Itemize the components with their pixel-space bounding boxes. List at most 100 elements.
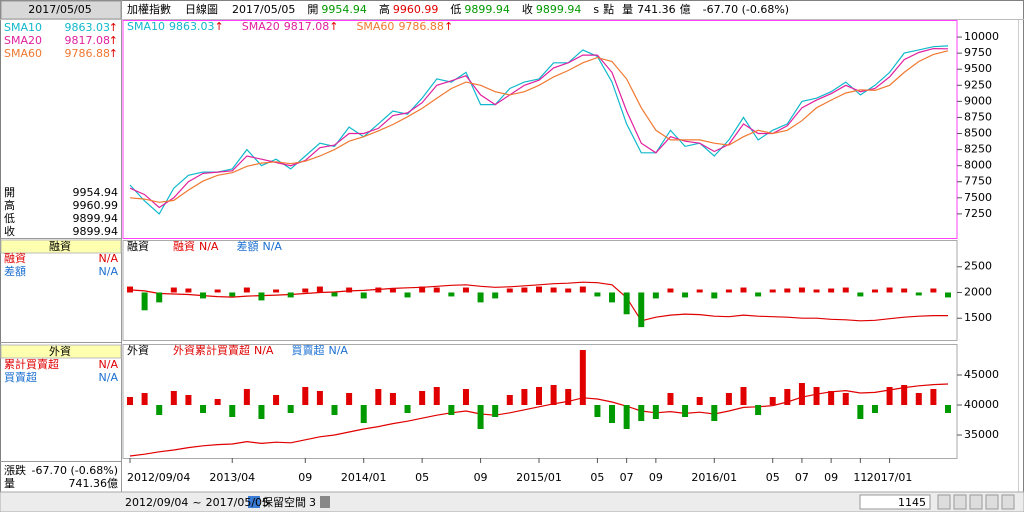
bar <box>375 389 382 405</box>
legend-status: N/A <box>262 240 282 253</box>
bar <box>200 292 207 299</box>
price-panel <box>122 20 958 239</box>
bar <box>521 389 528 405</box>
status-sep: ~ <box>192 496 201 509</box>
bar <box>521 287 528 293</box>
btn-zoom-out[interactable] <box>985 494 999 510</box>
y-tick-label: 2500 <box>964 260 992 273</box>
margin-header <box>0 239 122 254</box>
sidebar-quote-label: 收 <box>4 224 15 238</box>
btn-cursor[interactable] <box>937 494 951 510</box>
tool-icon[interactable] <box>320 496 330 508</box>
y-tick-label: 1500 <box>964 311 992 324</box>
bar <box>316 286 323 293</box>
bar <box>901 385 908 405</box>
x-tick-label: 11 <box>853 471 867 484</box>
bar <box>448 405 455 415</box>
bar <box>316 391 323 405</box>
bar <box>623 292 630 315</box>
date: 2017/05/05 <box>232 3 295 16</box>
bar <box>258 292 265 301</box>
bar <box>550 385 557 405</box>
bar <box>506 395 513 405</box>
x-tick-label: 2017/01 <box>867 471 913 484</box>
bar <box>462 389 469 405</box>
bar <box>696 397 703 405</box>
legend-name: SMA20 <box>242 20 280 33</box>
bar <box>492 292 499 299</box>
bar <box>579 350 586 405</box>
x-tick-label: 2015/01 <box>516 471 562 484</box>
count-box <box>859 494 931 510</box>
y-tick-label: 2000 <box>964 285 992 298</box>
y-tick-label: 7750 <box>964 175 992 188</box>
bar <box>857 292 864 297</box>
bar <box>127 397 133 405</box>
bar <box>682 405 689 417</box>
quote-value: 9960.99 <box>393 3 439 16</box>
y-tick-label: 9250 <box>964 78 992 91</box>
bar <box>682 292 689 298</box>
legend-status: N/A <box>328 344 348 357</box>
bar <box>214 289 221 293</box>
bar <box>462 287 469 293</box>
sidebar-quote-value: 9899.94 <box>73 225 119 238</box>
quote-label: 高 <box>379 2 390 16</box>
bar <box>813 387 820 405</box>
bar <box>871 289 878 293</box>
bar <box>930 288 937 293</box>
margin-panel <box>122 240 958 341</box>
bar <box>273 395 280 405</box>
bar <box>170 287 177 293</box>
sidebar-quote-label: 高 <box>4 198 15 212</box>
space-value: 3 <box>309 496 316 509</box>
sidebar-change-label: 漲跌 <box>4 463 26 477</box>
bar <box>477 292 484 303</box>
period: 日線圖 <box>185 2 218 16</box>
bar <box>229 292 236 297</box>
sidebar-row-label: 差額 <box>4 264 26 278</box>
panel-title: 外資 <box>127 344 149 357</box>
bar <box>375 287 382 293</box>
btn-forward[interactable] <box>969 494 983 510</box>
bar <box>725 289 732 293</box>
bar <box>419 286 426 293</box>
quote-value: 9899.94 <box>464 3 510 16</box>
bar <box>755 292 762 297</box>
sidebar-volume-value: 741.36 <box>69 477 108 490</box>
bar <box>609 405 616 423</box>
bar <box>170 391 177 405</box>
btn-zoom-in[interactable] <box>1001 494 1015 510</box>
bar <box>696 289 703 293</box>
sidebar-quote-value: 9960.99 <box>73 199 119 212</box>
sidebar-ma-arrow: ↑ <box>109 21 118 34</box>
x-tick-label: 07 <box>795 471 809 484</box>
x-tick-label: 2013/04 <box>209 471 255 484</box>
bar <box>156 292 163 303</box>
volume-unit: 億 <box>680 3 691 16</box>
bar <box>331 292 338 297</box>
sidebar-date: 2017/05/05 <box>28 3 91 16</box>
bar <box>594 292 601 297</box>
bar <box>769 397 776 405</box>
change: -67.70 (-0.68%) <box>703 3 789 16</box>
x-tick-label: 2016/01 <box>691 471 737 484</box>
sidebar-row-value: N/A <box>99 252 119 265</box>
bar <box>492 405 499 417</box>
x-tick-label: 2012/09/04 <box>127 471 190 484</box>
quote-value: 9899.94 <box>536 3 582 16</box>
bar <box>127 286 133 293</box>
sidebar-section-title: 外資 <box>49 345 71 358</box>
bar <box>915 292 922 296</box>
btn-back[interactable] <box>953 494 967 510</box>
bar <box>536 286 542 293</box>
bar <box>623 405 630 429</box>
storage-icon[interactable] <box>248 496 260 508</box>
series-line <box>129 50 949 203</box>
bar <box>945 292 951 298</box>
bar <box>448 292 455 297</box>
bar <box>579 286 586 293</box>
y-tick-label: 9750 <box>964 46 992 59</box>
